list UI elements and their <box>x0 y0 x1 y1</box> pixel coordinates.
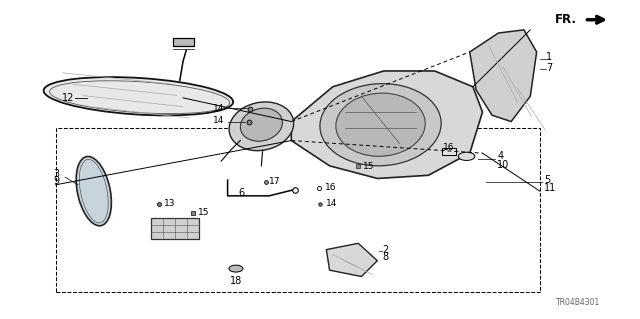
Text: 10: 10 <box>497 160 509 170</box>
Bar <box>442 148 456 155</box>
Text: 4: 4 <box>497 151 503 161</box>
Ellipse shape <box>320 84 441 166</box>
Text: 5: 5 <box>544 175 550 185</box>
Ellipse shape <box>76 156 111 226</box>
Text: 17: 17 <box>269 176 280 186</box>
Text: 2: 2 <box>383 245 388 255</box>
Text: TR04B4301: TR04B4301 <box>556 298 600 307</box>
Text: 1: 1 <box>546 52 552 62</box>
Text: 14: 14 <box>213 104 225 113</box>
Ellipse shape <box>241 108 282 141</box>
Polygon shape <box>326 243 378 277</box>
Text: 9: 9 <box>54 176 60 186</box>
Bar <box>151 218 199 239</box>
Text: 12: 12 <box>62 93 74 103</box>
Text: 15: 15 <box>198 208 209 217</box>
Text: 13: 13 <box>164 199 175 208</box>
Text: 11: 11 <box>544 183 557 193</box>
Circle shape <box>229 265 243 272</box>
Text: 3: 3 <box>54 169 60 179</box>
Ellipse shape <box>44 77 233 115</box>
Text: 18: 18 <box>230 276 242 286</box>
Text: 6: 6 <box>239 188 244 198</box>
Ellipse shape <box>336 93 425 156</box>
Text: 7: 7 <box>546 63 552 73</box>
Bar <box>56 128 540 292</box>
Polygon shape <box>470 30 537 122</box>
Text: 14: 14 <box>213 116 225 125</box>
Circle shape <box>458 152 475 160</box>
Text: 16: 16 <box>324 183 336 192</box>
Ellipse shape <box>229 102 294 151</box>
Text: 8: 8 <box>383 252 388 262</box>
Text: 14: 14 <box>326 199 338 208</box>
Text: FR.: FR. <box>554 13 577 26</box>
Polygon shape <box>291 71 483 178</box>
Bar <box>173 38 194 46</box>
Text: 16: 16 <box>443 143 454 152</box>
Text: 15: 15 <box>364 162 375 171</box>
